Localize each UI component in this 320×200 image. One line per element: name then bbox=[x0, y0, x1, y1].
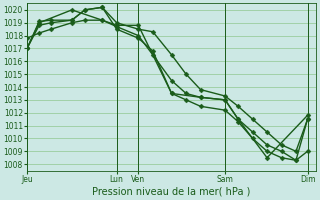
X-axis label: Pression niveau de la mer( hPa ): Pression niveau de la mer( hPa ) bbox=[92, 187, 251, 197]
